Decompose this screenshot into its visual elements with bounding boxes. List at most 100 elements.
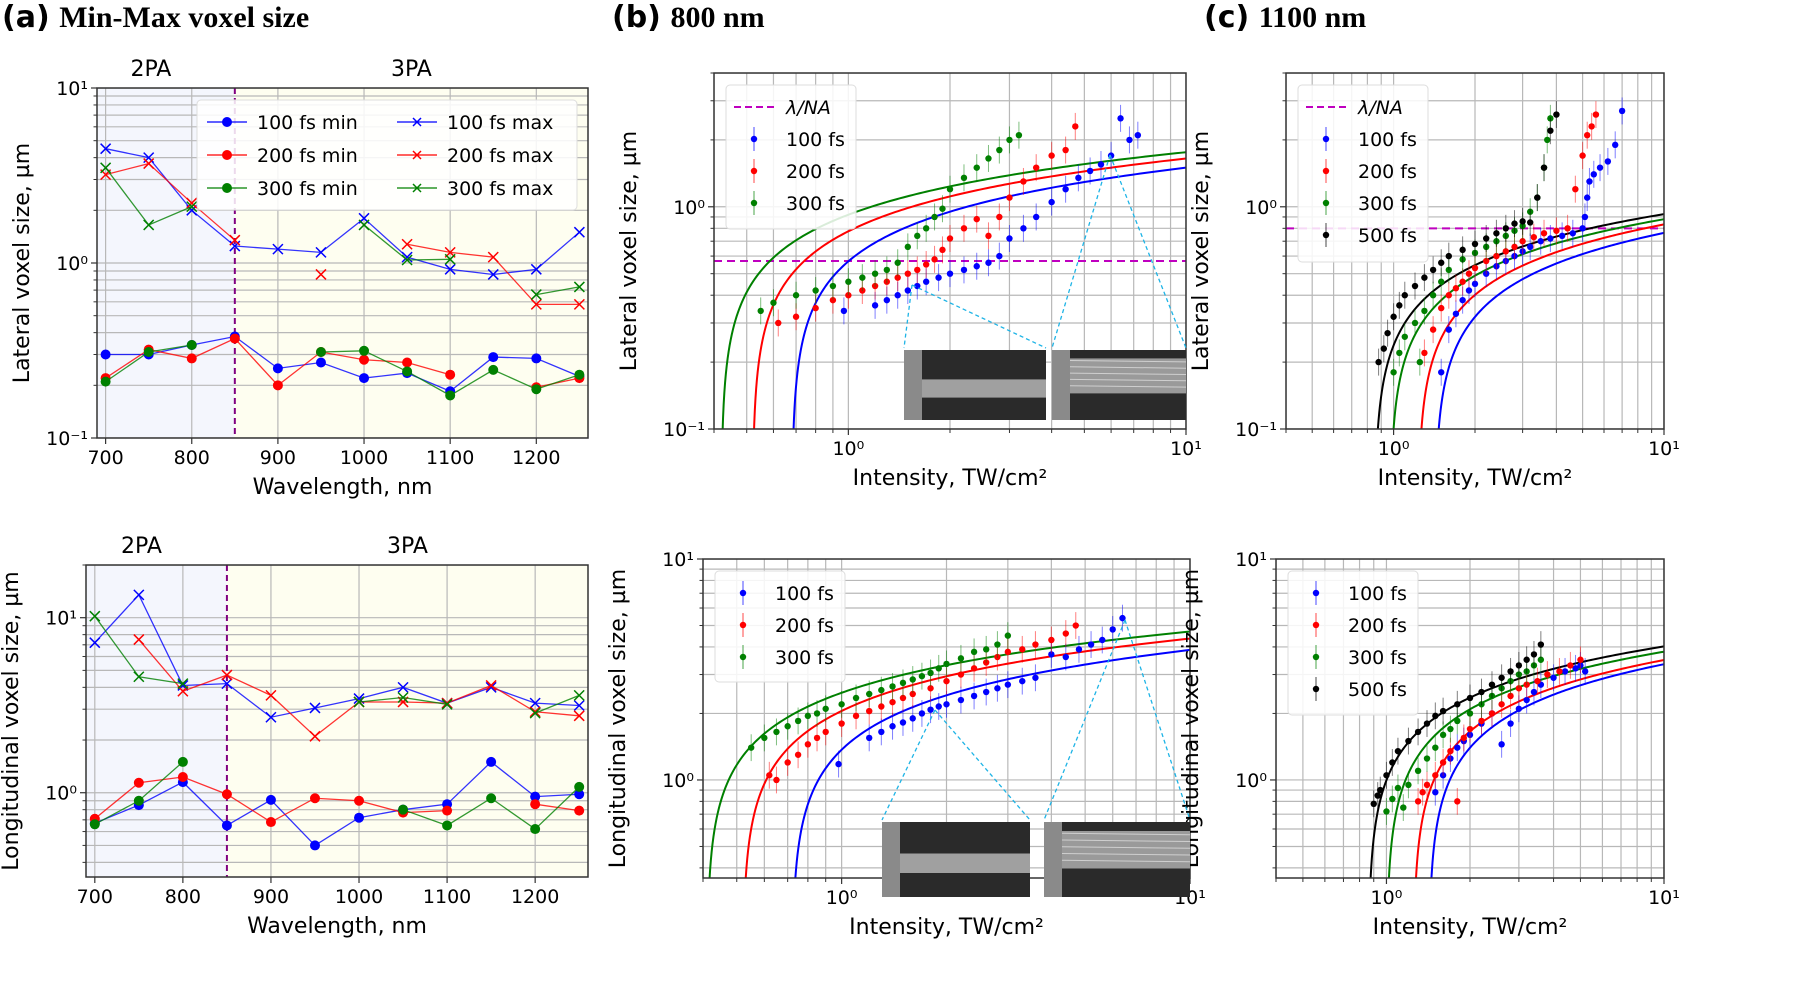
data-point [899, 694, 907, 702]
data-point [766, 772, 773, 779]
data-point [838, 701, 845, 708]
legend-label: 100 fs min [257, 112, 358, 134]
data-point [486, 793, 497, 804]
data-point-x [485, 679, 497, 691]
data-point [922, 278, 930, 285]
data-point [994, 641, 1001, 648]
x-tick-label: 800 [174, 447, 210, 469]
data-point [1544, 671, 1551, 678]
data-point [1502, 248, 1510, 255]
data-point [309, 793, 320, 804]
data-point [229, 333, 240, 344]
data-point [773, 776, 780, 784]
data-point [1569, 230, 1577, 237]
fit-curve [794, 648, 1190, 878]
fit-curve [1420, 223, 1664, 429]
data-point [1523, 656, 1530, 663]
data-point [1072, 622, 1079, 629]
data-point-x [186, 197, 198, 209]
zoom-indicator-line [1051, 154, 1111, 349]
data-point [927, 706, 934, 713]
data-point [1020, 225, 1027, 232]
data-point [398, 804, 409, 815]
region-2pa [86, 565, 227, 877]
panel-letter: (a) [2, 0, 50, 35]
data-point-x [309, 730, 321, 742]
data-point [1411, 319, 1419, 327]
data-point [488, 364, 499, 375]
data-point-x [444, 253, 456, 265]
data-point [1117, 115, 1124, 122]
y-axis-label: Lateral voxel size, µm [1189, 131, 1214, 371]
legend-marker [750, 199, 758, 207]
data-point [1099, 636, 1106, 644]
data-point [1454, 717, 1461, 725]
data-point [1383, 772, 1390, 779]
data-point [531, 384, 542, 395]
x-tick-label: 1200 [512, 447, 560, 469]
legend-label: 200 fs max [447, 145, 553, 167]
data-point [1498, 701, 1505, 708]
data-point [1432, 772, 1439, 779]
data-point [1414, 798, 1422, 805]
chart-c-lateral: 10⁰ 10¹ 10⁻¹ 10⁰ Intensity, TW/cm² Lateral vo… [1189, 72, 1680, 491]
data-point [931, 213, 938, 221]
sem-striation [1069, 360, 1187, 363]
data-point [845, 278, 852, 285]
data-point [939, 246, 946, 254]
data-point-x [100, 143, 112, 155]
data-point [1020, 178, 1027, 185]
data-point [1389, 795, 1396, 803]
data-point [1087, 641, 1095, 648]
data-point [1558, 232, 1566, 240]
data-point-x [309, 702, 321, 714]
data-point [914, 232, 921, 240]
data-point [822, 705, 829, 712]
data-point [1596, 164, 1604, 171]
data-point [840, 307, 848, 315]
data-point [943, 701, 950, 708]
data-point-x [530, 298, 542, 310]
data-point [1579, 225, 1586, 232]
data-point-x [100, 162, 112, 174]
x-axis-label: Intensity, TW/cm² [853, 466, 1048, 491]
legend-marker [739, 621, 747, 629]
x-tick-label: 1000 [340, 447, 388, 469]
data-point [1421, 274, 1428, 281]
region-label: 3PA [391, 57, 432, 82]
data-point [1421, 349, 1428, 357]
data-point [878, 728, 885, 736]
data-point [878, 686, 885, 694]
data-point-x [221, 678, 233, 690]
data-point [1423, 720, 1431, 727]
data-point [883, 296, 891, 304]
data-point [1401, 333, 1408, 340]
fit-curve [1369, 645, 1664, 878]
data-point [1523, 696, 1530, 704]
data-point [359, 373, 370, 384]
chart-c-longitudinal: 10⁰ 10¹ 10⁰ 10¹ Intensity, TW/cm² Longitudina… [1179, 549, 1680, 940]
zoom-indicator-line [934, 709, 1031, 821]
data-point [822, 728, 829, 736]
data-point [1454, 798, 1461, 805]
sem-inset-image [904, 350, 1046, 420]
sem-wall [1052, 350, 1070, 420]
data-point [530, 791, 541, 802]
legend-box [725, 84, 857, 230]
data-point [1062, 630, 1069, 637]
data-point [1394, 784, 1402, 792]
data-point [904, 243, 912, 251]
data-point [1478, 688, 1485, 696]
legend-label: 200 fs [1358, 161, 1417, 183]
data-point [177, 756, 188, 767]
data-point-x [487, 251, 499, 263]
data-point [1534, 677, 1541, 685]
data-point [1032, 674, 1039, 681]
data-point [1515, 662, 1523, 669]
data-point [1006, 136, 1013, 144]
data-point [1540, 164, 1548, 171]
sem-striation [1069, 378, 1187, 382]
data-point [835, 760, 842, 768]
data-point [943, 660, 950, 668]
data-point [1511, 220, 1518, 227]
